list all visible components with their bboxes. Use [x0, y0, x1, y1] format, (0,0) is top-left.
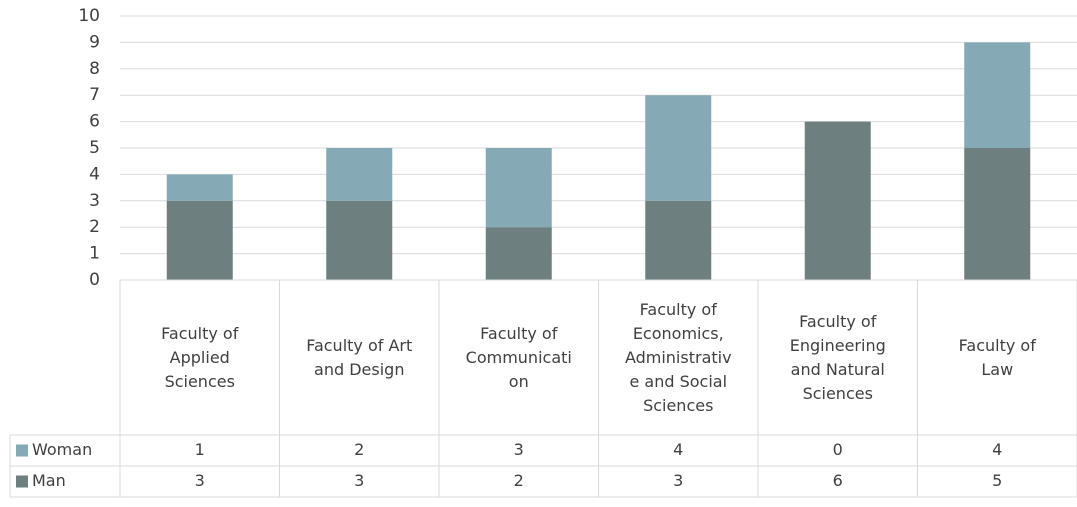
- table-value: 6: [833, 471, 843, 490]
- y-tick-label: 7: [89, 85, 100, 105]
- category-label: Faculty of Economics, Administrative and…: [624, 299, 732, 415]
- table-value: 2: [514, 471, 524, 490]
- category-label: Faculty of Applied Sciences: [161, 323, 239, 391]
- table-value: 5: [992, 471, 1002, 490]
- table-value: 0: [833, 440, 843, 459]
- y-tick-label: 5: [89, 138, 100, 158]
- legend-label: Woman: [32, 440, 92, 459]
- bar-segment: [326, 200, 393, 280]
- y-tick-label: 0: [89, 270, 100, 290]
- bar-segment: [804, 121, 871, 280]
- y-tick-label: 6: [89, 112, 100, 132]
- category-label: Faculty of Art and Design: [306, 335, 413, 379]
- bar-segment: [964, 148, 1031, 280]
- bar-segment: [645, 95, 712, 201]
- category-label: Faculty of Communication: [465, 323, 572, 391]
- bar-segment: [166, 174, 233, 201]
- table-value: 3: [514, 440, 524, 459]
- bar-segment: [645, 200, 712, 280]
- category-label: Faculty of Engineering and Natural Scien…: [789, 311, 886, 403]
- bar-segment: [485, 227, 552, 280]
- bar-segment: [964, 42, 1031, 148]
- y-tick-label: 8: [89, 59, 100, 79]
- y-tick-label: 10: [78, 6, 100, 26]
- table-value: 2: [354, 440, 364, 459]
- legend-key: [16, 475, 28, 488]
- y-tick-label: 9: [89, 32, 100, 52]
- table-value: 1: [195, 440, 205, 459]
- table-value: 4: [992, 440, 1002, 459]
- category-label: Faculty of Law: [958, 335, 1036, 379]
- y-tick-label: 3: [89, 191, 100, 211]
- table-value: 3: [673, 471, 683, 490]
- table-value: 3: [195, 471, 205, 490]
- bar-segment: [166, 200, 233, 280]
- y-tick-label: 2: [89, 217, 100, 237]
- table-value: 3: [354, 471, 364, 490]
- bar-segment: [326, 148, 393, 201]
- legend-label: Man: [32, 471, 66, 490]
- table-value: 4: [673, 440, 683, 459]
- bar-segment: [485, 148, 552, 228]
- y-tick-label: 1: [89, 244, 100, 264]
- y-tick-label: 4: [89, 164, 100, 184]
- legend-key: [16, 444, 28, 457]
